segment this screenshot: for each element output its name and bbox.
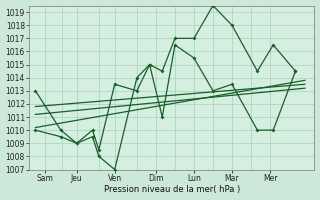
X-axis label: Pression niveau de la mer( hPa ): Pression niveau de la mer( hPa ): [104, 185, 240, 194]
